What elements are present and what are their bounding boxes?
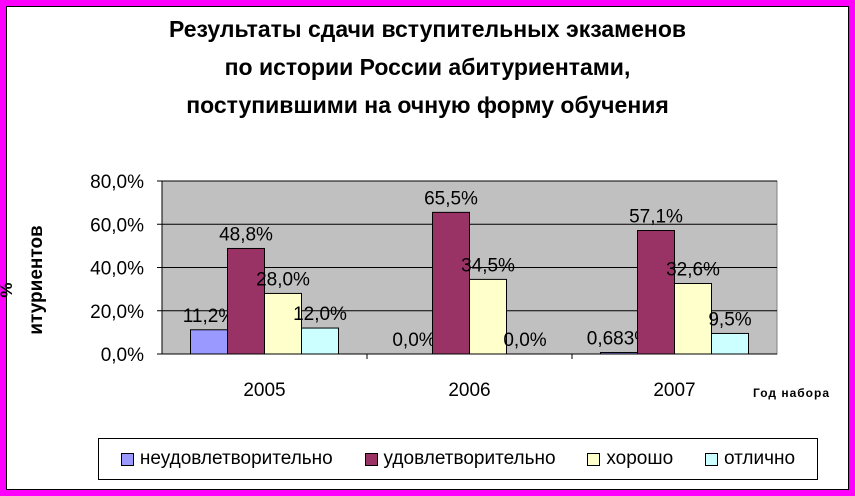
y-tick-label: 20,0% <box>90 302 144 323</box>
data-label: 32,6% <box>666 260 720 281</box>
legend-label: отлично <box>723 448 796 469</box>
chart-title: Результаты сдачи вступительных экзаменов… <box>0 10 855 124</box>
y-tick-label: 80,0% <box>90 172 144 193</box>
legend-item: хорошо <box>587 448 673 470</box>
bar <box>264 292 302 355</box>
y-tick-label: 60,0% <box>90 215 144 236</box>
bar <box>190 329 228 355</box>
data-label: 0,683% <box>587 329 652 350</box>
data-label: 0,0% <box>503 330 546 351</box>
legend-swatch <box>704 452 718 466</box>
data-label: 28,0% <box>256 269 310 290</box>
bar <box>469 278 507 355</box>
chart-legend: неудовлетворительно удовлетворительно хоро… <box>98 438 818 480</box>
data-label: 11,2% <box>183 306 236 327</box>
x-category-label: 2005 <box>243 380 285 401</box>
x-category-label: 2007 <box>653 380 695 401</box>
y-tick-label: 0,0% <box>101 345 144 366</box>
bar <box>227 247 265 355</box>
bar <box>711 332 749 355</box>
bar <box>432 211 470 355</box>
data-label: 34,5% <box>461 255 515 276</box>
bar <box>637 230 675 355</box>
y-axis-label: итуриентов <box>26 225 47 334</box>
data-label: 0,0% <box>392 330 435 351</box>
x-axis-label: Год набора <box>753 386 830 400</box>
bar <box>301 327 339 355</box>
data-label: 12,0% <box>293 304 347 325</box>
legend-swatch <box>587 452 601 466</box>
data-label: 48,8% <box>219 224 273 245</box>
legend-item: удовлетворительно <box>364 448 556 470</box>
bar <box>600 352 638 355</box>
chart-title-line-3: поступившими на очную форму обучения <box>186 92 669 118</box>
data-label: 9,5% <box>708 309 751 330</box>
y-axis-label-percent: % <box>0 282 16 297</box>
legend-item: отлично <box>704 448 796 470</box>
y-tick-label: 40,0% <box>90 259 144 280</box>
chart-title-line-1: Результаты сдачи вступительных экзаменов <box>168 16 687 42</box>
chart-title-line-2: по истории России абитуриентами, <box>224 54 631 80</box>
legend-label: хорошо <box>606 448 674 469</box>
x-category-label: 2006 <box>448 380 490 401</box>
bar <box>674 283 712 355</box>
legend-item: неудовлетворительно <box>120 448 333 470</box>
legend-swatch <box>364 452 378 466</box>
legend-label: неудовлетворительно <box>139 448 333 469</box>
data-label: 65,5% <box>424 188 478 209</box>
data-label: 57,1% <box>629 207 683 228</box>
legend-swatch <box>120 452 134 466</box>
legend-label: удовлетворительно <box>383 448 556 469</box>
